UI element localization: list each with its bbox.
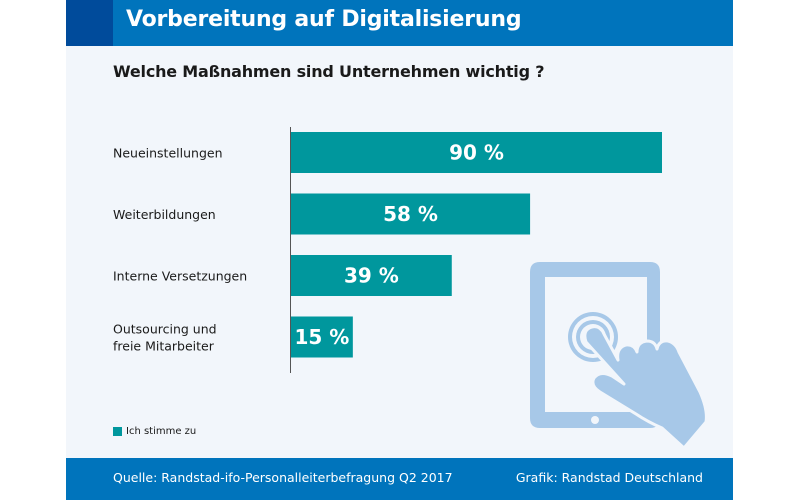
chart-subtitle: Welche Maßnahmen sind Unternehmen wichti… bbox=[113, 62, 545, 81]
header-accent-block bbox=[66, 0, 113, 46]
header-bar bbox=[66, 0, 733, 46]
bar-value-label: 39 % bbox=[344, 264, 399, 288]
bar-value-label: 15 % bbox=[294, 325, 349, 349]
bar-0 bbox=[291, 132, 662, 173]
legend: Ich stimme zu bbox=[113, 426, 196, 437]
category-label: Interne Versetzungen bbox=[113, 269, 247, 284]
footer-credit: Grafik: Randstad Deutschland bbox=[515, 470, 703, 485]
bar-value-label: 58 % bbox=[383, 202, 438, 226]
bars-layer: 90 % Neueinstellungen 58 % Weiterbildungen 3… bbox=[113, 132, 662, 358]
chart-title: Vorbereitung auf Digitalisierung bbox=[126, 7, 522, 32]
footer-bar bbox=[66, 458, 733, 500]
legend-swatch-ich-stimme-zu bbox=[113, 427, 122, 436]
category-label: Outsourcing und freie Mitarbeiter bbox=[113, 322, 217, 354]
tablet-touch-hand-icon bbox=[530, 262, 708, 450]
bar-value-label: 90 % bbox=[449, 141, 504, 165]
category-label: Weiterbildungen bbox=[113, 207, 216, 222]
category-label: Neueinstellungen bbox=[113, 146, 223, 161]
bar-3 bbox=[291, 316, 353, 358]
bar-2 bbox=[291, 255, 452, 296]
legend-label: Ich stimme zu bbox=[126, 426, 197, 437]
bar-1 bbox=[291, 193, 531, 235]
footer-source: Quelle: Randstad-ifo-Personalleiterbefra… bbox=[113, 470, 453, 485]
